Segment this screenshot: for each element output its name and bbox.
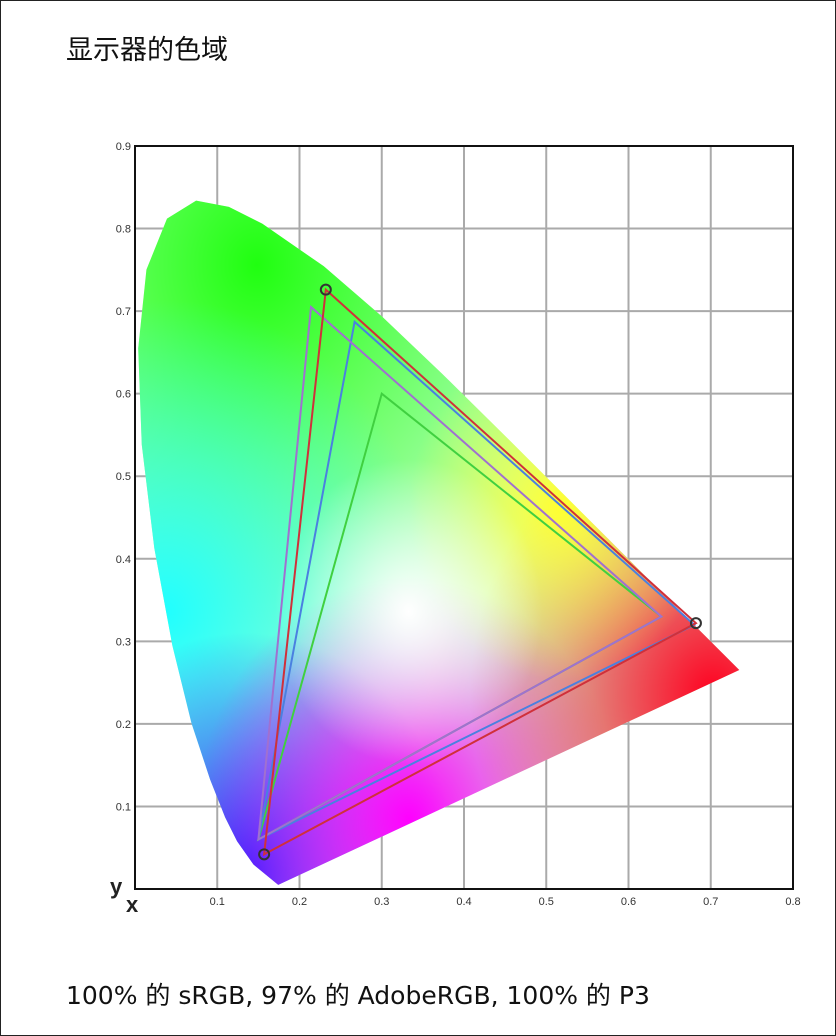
gamut-triangle [257, 319, 697, 842]
y-tick-label: 0.7 [116, 306, 131, 318]
x-tick-label: 0.2 [292, 896, 307, 908]
x-tick-label: 0.1 [210, 896, 225, 908]
primary-marker [258, 848, 271, 861]
y-tick-label: 0.8 [116, 224, 131, 236]
x-tick-label: 0.7 [703, 896, 718, 908]
tick-labels: 0.1 0.2 0.3 0.4 0.5 0.6 0.7 0.8 0.1 0.2 0.3 0.4 0.5 0… [116, 141, 801, 908]
x-tick-label: 0.4 [456, 896, 471, 908]
x-tick-label: 0.3 [374, 896, 389, 908]
gamut-triangle [262, 287, 698, 857]
locus-color-layer [138, 200, 740, 885]
page-title: 显示器的色域 [66, 35, 228, 66]
primary-marker [689, 617, 702, 630]
primary-marker [319, 283, 332, 296]
y-tick-label: 0.1 [116, 801, 131, 813]
x-axis-label: x [126, 892, 139, 917]
y-tick-label: 0.5 [116, 471, 131, 483]
y-tick-label: 0.9 [116, 141, 131, 153]
y-axis-label: y [110, 874, 123, 899]
gamut-triangle [257, 304, 664, 842]
gamut-caption: 100% 的 sRGB, 97% 的 AdobeRGB, 100% 的 P3 [66, 981, 650, 1010]
y-tick-label: 0.3 [116, 636, 131, 648]
spectral-locus-fill [138, 200, 740, 885]
x-tick-label: 0.5 [539, 896, 554, 908]
plot-border [134, 145, 794, 890]
y-tick-label: 0.2 [116, 719, 131, 731]
y-tick-label: 0.4 [116, 554, 131, 566]
x-tick-label: 0.6 [621, 896, 636, 908]
x-tick-label: 0.8 [785, 896, 800, 908]
y-tick-label: 0.6 [116, 389, 131, 401]
gamut-triangles [256, 283, 702, 861]
